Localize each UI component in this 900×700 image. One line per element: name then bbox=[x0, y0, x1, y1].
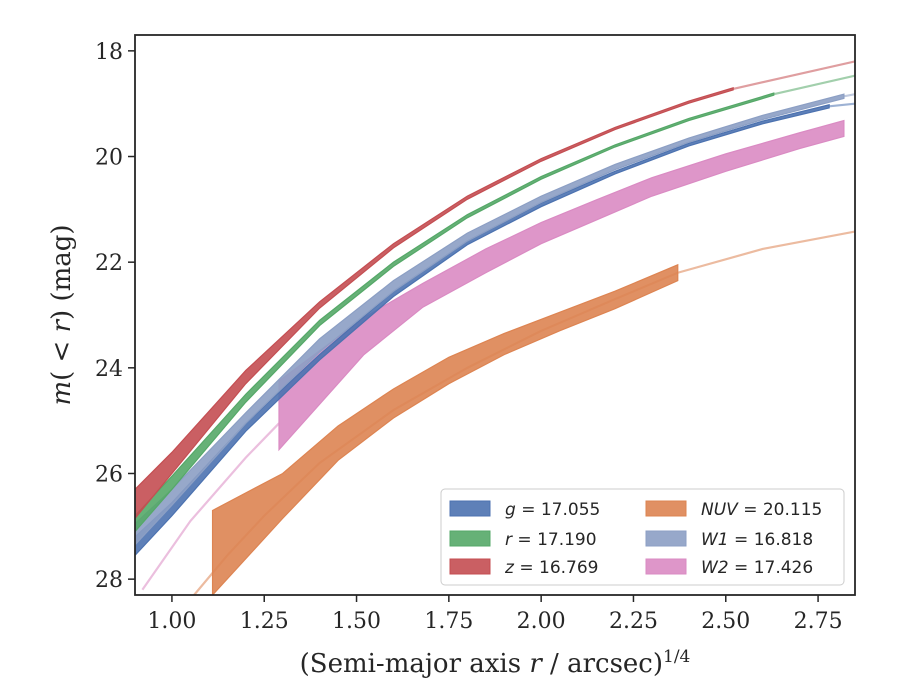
z-band bbox=[135, 87, 734, 520]
w2-band bbox=[278, 119, 845, 452]
legend-label-g: g = 17.055 bbox=[505, 500, 600, 520]
y-axis: 18 20 22 24 26 28 bbox=[95, 40, 135, 593]
legend-label-nuv: NUV = 20.115 bbox=[701, 500, 822, 520]
legend-swatch-g bbox=[449, 500, 491, 517]
x-tick-label: 2.25 bbox=[609, 609, 658, 634]
legend-swatch-z bbox=[449, 558, 491, 575]
z-extension-line bbox=[732, 60, 855, 90]
y-tick-label: 20 bbox=[95, 146, 123, 171]
legend: g = 17.055 r = 17.190 z = 16.769 NUV = 20.1… bbox=[440, 488, 845, 586]
series-layer bbox=[135, 60, 855, 595]
x-tick-label: 1.50 bbox=[332, 609, 381, 634]
r-extension-line bbox=[773, 74, 855, 96]
legend-label-w2: W2 = 17.426 bbox=[701, 558, 813, 578]
x-axis: 1.00 1.25 1.50 1.75 2.00 2.25 2.50 2.75 bbox=[147, 595, 843, 634]
w1-extension-line bbox=[843, 93, 855, 98]
legend-swatch-r bbox=[449, 530, 491, 547]
x-tick-label: 1.00 bbox=[147, 609, 196, 634]
legend-label-r: r = 17.190 bbox=[505, 530, 597, 550]
r-band bbox=[135, 92, 775, 533]
x-axis-label: (Semi-major axis r / arcsec)1/4 bbox=[300, 647, 691, 679]
y-axis-label: m( < r) (mag) bbox=[47, 224, 77, 405]
x-tick-label: 1.75 bbox=[424, 609, 473, 634]
legend-box bbox=[440, 488, 845, 586]
w2-extension-line bbox=[141, 422, 280, 591]
plot-frame bbox=[134, 34, 856, 596]
x-tick-label: 2.50 bbox=[701, 609, 750, 634]
g-band bbox=[135, 103, 830, 557]
legend-swatch-w1 bbox=[645, 530, 687, 547]
nuv-band bbox=[211, 263, 679, 595]
g-extension-line bbox=[829, 102, 855, 108]
w1-band bbox=[135, 93, 845, 546]
legend-label-z: z = 16.769 bbox=[504, 558, 598, 578]
legend-swatch-w2 bbox=[645, 558, 687, 575]
legend-label-w1: W1 = 16.818 bbox=[701, 530, 813, 550]
y-tick-label: 18 bbox=[95, 40, 123, 65]
y-tick-label: 26 bbox=[95, 462, 123, 487]
y-tick-label: 28 bbox=[95, 568, 123, 593]
x-tick-label: 2.75 bbox=[794, 609, 843, 634]
y-tick-label: 22 bbox=[95, 251, 123, 276]
x-tick-label: 1.25 bbox=[240, 609, 289, 634]
y-tick-label: 24 bbox=[95, 357, 123, 382]
x-tick-label: 2.00 bbox=[517, 609, 566, 634]
legend-swatch-nuv bbox=[645, 500, 687, 517]
